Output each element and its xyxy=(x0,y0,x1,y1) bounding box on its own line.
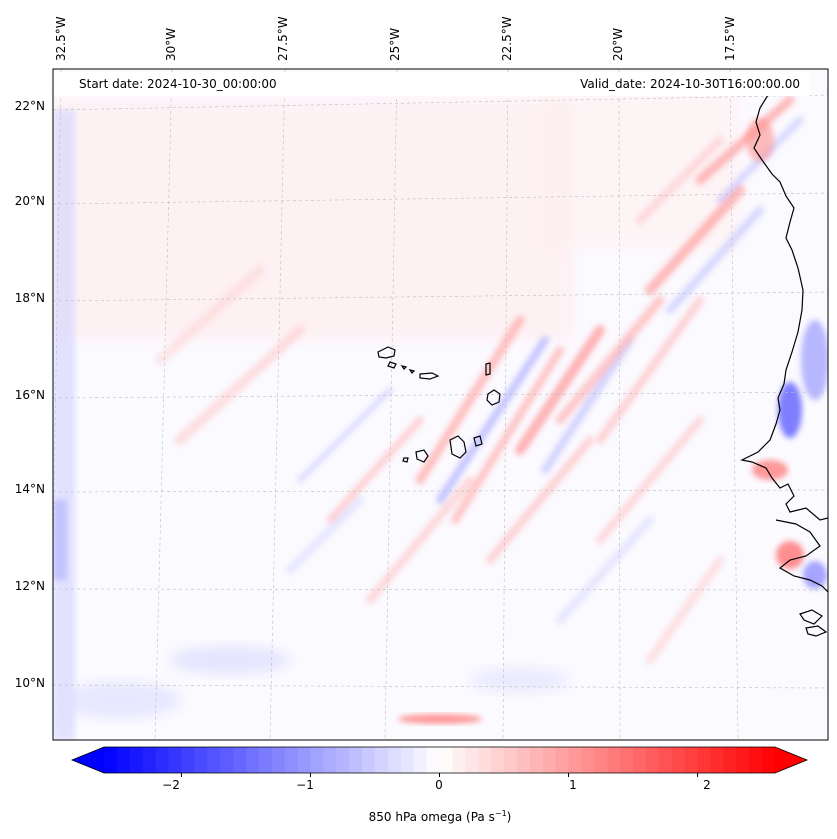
graticule xyxy=(53,69,828,740)
colorbar-level xyxy=(736,747,750,773)
colorbar-extend-low xyxy=(72,747,104,773)
colorbar-level xyxy=(594,747,608,773)
lat-label-22n: 22°N xyxy=(14,99,45,113)
lon-label-17.5w: 17.5°W xyxy=(723,16,737,61)
lon-label-20w: 20°W xyxy=(611,27,625,61)
lon-label-27.5w: 27.5°W xyxy=(276,16,290,61)
colorbar-tick-neg2: −2 xyxy=(162,778,180,792)
colorbar-level xyxy=(323,747,337,773)
lat-label-10n: 10°N xyxy=(14,676,45,690)
colorbar-level xyxy=(633,747,647,773)
colorbar xyxy=(70,746,809,777)
colorbar-level xyxy=(116,747,131,773)
colorbar-level xyxy=(310,747,324,773)
colorbar-variable: 850 hPa omega xyxy=(368,810,463,824)
colorbar-level xyxy=(207,747,221,773)
colorbar-level xyxy=(233,747,247,773)
colorbar-level xyxy=(245,747,260,773)
colorbar-level xyxy=(181,747,195,773)
lon-label-25w: 25°W xyxy=(388,27,402,61)
colorbar-level xyxy=(542,747,557,773)
colorbar-level xyxy=(555,747,570,773)
colorbar-level xyxy=(104,747,118,773)
colorbar-level xyxy=(504,747,518,773)
colorbar-label: 850 hPa omega (Pa s−1) xyxy=(368,809,512,824)
colorbar-level xyxy=(684,747,699,773)
colorbar-units-exponent: −1 xyxy=(494,809,507,818)
colorbar-level xyxy=(349,747,363,773)
colorbar-level xyxy=(478,747,492,773)
colorbar-level xyxy=(516,747,531,773)
lat-label-20n: 20°N xyxy=(14,194,45,208)
colorbar-level xyxy=(465,747,479,773)
colorbar-level xyxy=(620,747,634,773)
colorbar-level xyxy=(607,747,621,773)
valid-date-label: Valid_date: 2024-10-30T16:00:00.00 xyxy=(580,77,800,91)
lon-label-32.5w: 32.5°W xyxy=(54,16,68,61)
colorbar-outline xyxy=(70,746,809,774)
coastline xyxy=(740,94,828,637)
colorbar-level xyxy=(413,747,428,773)
lon-label-22.5w: 22.5°W xyxy=(500,16,514,61)
lat-label-12n: 12°N xyxy=(14,579,45,593)
colorbar-tick-neg1: −1 xyxy=(296,778,314,792)
colorbar-level xyxy=(374,747,389,773)
colorbar-tick-2: 2 xyxy=(703,778,711,792)
colorbar-level xyxy=(362,747,376,773)
colorbar-level xyxy=(220,747,234,773)
lat-label-18n: 18°N xyxy=(14,291,45,305)
colorbar-level xyxy=(581,747,595,773)
colorbar-level xyxy=(452,747,466,773)
colorbar-level xyxy=(529,747,544,773)
colorbar-level xyxy=(645,747,660,773)
colorbar-level xyxy=(336,747,350,773)
colorbar-level xyxy=(284,747,299,773)
colorbar-extend-high xyxy=(775,747,807,773)
colorbar-level xyxy=(387,747,402,773)
lat-label-14n: 14°N xyxy=(14,482,45,496)
colorbar-level xyxy=(671,747,686,773)
colorbar-tick-0: 0 xyxy=(435,778,443,792)
colorbar-level xyxy=(762,747,776,773)
colorbar-level xyxy=(568,747,583,773)
colorbar-level xyxy=(749,747,763,773)
colorbar-level xyxy=(697,747,712,773)
colorbar-units: Pa s xyxy=(470,810,495,824)
map-frame xyxy=(52,68,829,741)
colorbar-tick-1: 1 xyxy=(569,778,577,792)
colorbar-level xyxy=(439,747,454,773)
colorbar-level xyxy=(194,747,208,773)
lon-label-30w: 30°W xyxy=(164,27,178,61)
colorbar-level xyxy=(168,747,183,773)
colorbar-level xyxy=(258,747,273,773)
colorbar-level xyxy=(723,747,737,773)
start-date-label: Start date: 2024-10-30_00:00:00 xyxy=(79,77,277,91)
colorbar-level xyxy=(426,747,441,773)
cape-verde-islands xyxy=(377,346,501,463)
colorbar-level xyxy=(271,747,286,773)
colorbar-level xyxy=(710,747,724,773)
colorbar-level xyxy=(297,747,312,773)
omega-field xyxy=(53,90,828,740)
colorbar-level xyxy=(155,747,170,773)
colorbar-level xyxy=(142,747,157,773)
colorbar-level xyxy=(129,747,144,773)
colorbar-level xyxy=(491,747,505,773)
header-strip xyxy=(54,72,810,96)
colorbar-level xyxy=(658,747,673,773)
lat-label-16n: 16°N xyxy=(14,388,45,402)
colorbar-level xyxy=(400,747,415,773)
